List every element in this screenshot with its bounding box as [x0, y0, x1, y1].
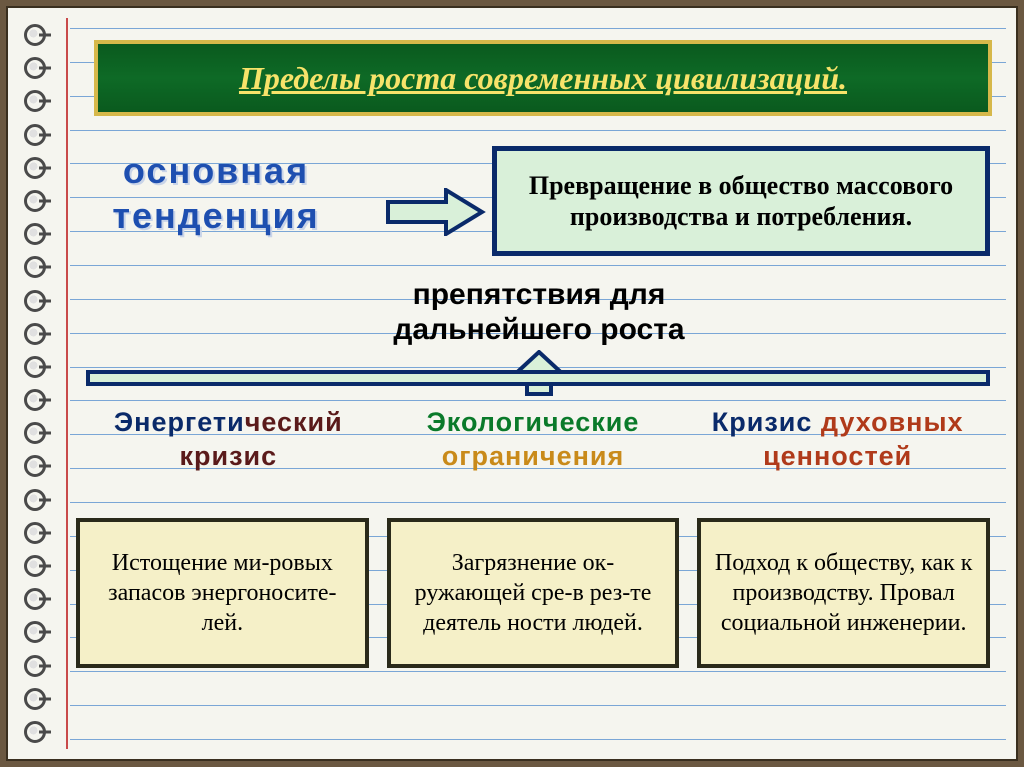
- spiral-ring: [24, 57, 46, 79]
- bottom-box-energy: Истощение ми-ровых запасов энергоносите-…: [76, 518, 369, 668]
- spiral-ring: [24, 588, 46, 610]
- obstacle-label: препятствия для дальнейшего роста: [76, 278, 1002, 347]
- spiral-ring: [24, 190, 46, 212]
- spiral-ring: [24, 256, 46, 278]
- spiral-ring: [24, 522, 46, 544]
- spiral-ring: [24, 323, 46, 345]
- spiral-ring: [24, 455, 46, 477]
- main-trend-line2: тенденция: [112, 195, 319, 236]
- spiral-ring: [24, 422, 46, 444]
- bottom-text-ecology: Загрязнение ок-ружающей сре-в рез-те дея…: [399, 548, 668, 638]
- spiral-ring: [24, 290, 46, 312]
- content-area: Пределы роста современных цивилизаций. о…: [76, 20, 1002, 747]
- spiral-ring: [24, 721, 46, 743]
- category-energy: Энергетический кризис: [76, 406, 381, 474]
- top-definition-box: Превращение в общество массового произво…: [492, 146, 990, 256]
- bottom-text-energy: Истощение ми-ровых запасов энергоносите-…: [88, 548, 357, 638]
- horizontal-connector-bar: [86, 370, 990, 386]
- category-row: Энергетический кризис Экологические огра…: [76, 406, 990, 474]
- top-box-text: Превращение в общество массового произво…: [507, 170, 975, 232]
- bottom-box-row: Истощение ми-ровых запасов энергоносите-…: [76, 518, 990, 668]
- arrow-right-icon: [386, 188, 486, 241]
- spiral-ring: [24, 24, 46, 46]
- main-trend-label: основная тенденция: [76, 148, 356, 238]
- bottom-box-spiritual: Подход к обществу, как к производству. П…: [697, 518, 990, 668]
- bottom-text-spiritual: Подход к обществу, как к производству. П…: [709, 548, 978, 638]
- page-frame: Пределы роста современных цивилизаций. о…: [6, 6, 1018, 761]
- spiral-ring: [24, 124, 46, 146]
- category-spiritual: Кризис духовных ценностей: [685, 406, 990, 474]
- spiral-ring: [24, 389, 46, 411]
- spiral-ring: [24, 223, 46, 245]
- main-trend-line1: основная: [123, 150, 309, 191]
- spiral-ring: [24, 489, 46, 511]
- spiral-ring: [24, 688, 46, 710]
- spiral-ring: [24, 555, 46, 577]
- spiral-ring: [24, 157, 46, 179]
- obstacle-line2: дальнейшего роста: [393, 313, 684, 346]
- spiral-ring: [24, 356, 46, 378]
- bottom-box-ecology: Загрязнение ок-ружающей сре-в рез-те дея…: [387, 518, 680, 668]
- spiral-ring: [24, 655, 46, 677]
- spiral-ring: [24, 621, 46, 643]
- title-bar: Пределы роста современных цивилизаций.: [94, 40, 992, 116]
- spiral-ring: [24, 90, 46, 112]
- obstacle-line1: препятствия для: [413, 278, 666, 311]
- spiral-binding: [24, 18, 52, 749]
- title-text: Пределы роста современных цивилизаций.: [239, 60, 847, 97]
- margin-line: [66, 18, 68, 749]
- category-ecology: Экологические ограничения: [381, 406, 686, 474]
